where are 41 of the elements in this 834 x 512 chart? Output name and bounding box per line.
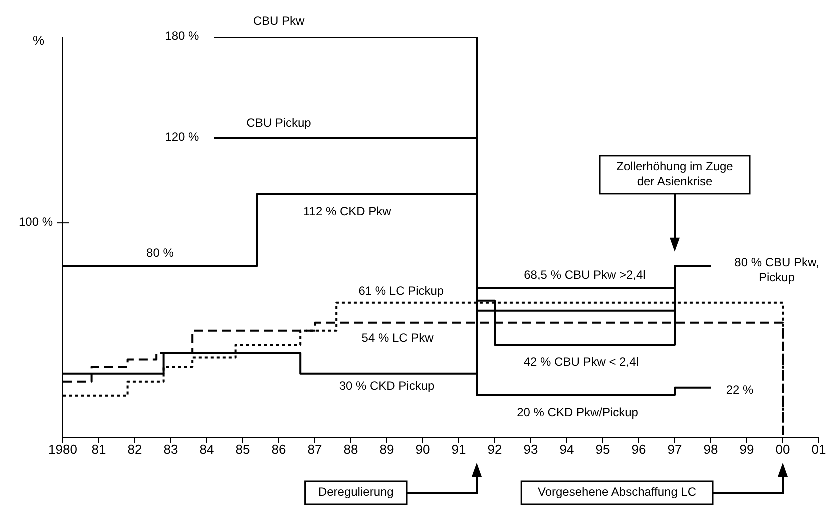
y-axis-title: % [33, 33, 45, 48]
x-tick-label: 87 [308, 442, 322, 458]
x-tick-label: 91 [452, 442, 466, 458]
annotation: 42 % CBU Pkw < 2,4l [524, 355, 639, 370]
x-tick-label: 1980 [48, 442, 78, 458]
x-tick-label: 86 [272, 442, 286, 458]
annotation: 80 % CBU Pkw, Pickup [734, 256, 820, 285]
x-tick-label: 90 [416, 442, 430, 458]
x-tick-label: 82 [128, 442, 142, 458]
x-tick-label: 81 [92, 442, 106, 458]
annotation: 30 % CKD Pickup [339, 379, 436, 394]
annotation: 180 % [165, 29, 200, 44]
annotation: Zollerhöhung im Zuge der Asienkrise [616, 160, 734, 189]
x-tick-label: 00 [776, 442, 790, 458]
x-tick-label: 97 [668, 442, 682, 458]
annotation: 20 % CKD Pkw/Pickup [517, 405, 639, 420]
annotation: 22 % [726, 383, 754, 398]
x-tick-label: 83 [164, 442, 178, 458]
x-tick-label: 01 [812, 442, 826, 458]
annotation: 68,5 % CBU Pkw >2,4l [524, 268, 646, 282]
annotation: CBU Pkw [253, 14, 305, 28]
annotation: 80 % [146, 246, 174, 260]
annotation: 61 % LC Pickup [358, 284, 444, 298]
annotation: 112 % CKD Pkw [303, 204, 392, 218]
x-tick-label: 88 [344, 442, 358, 458]
x-tick-label: 92 [488, 442, 502, 458]
x-tick-label: 99 [740, 442, 754, 458]
x-tick-label: 94 [560, 442, 574, 458]
text: 100 % [18, 215, 54, 230]
x-tick-label: 93 [524, 442, 538, 458]
x-tick-label: 96 [632, 442, 646, 458]
text: Vorgesehene Abschaffung LC [538, 485, 697, 500]
annotation: CBU Pickup [246, 116, 312, 130]
annotation: 120 % [165, 130, 200, 144]
x-tick-label: 89 [380, 442, 394, 458]
annotation: 54 % LC Pkw [362, 331, 434, 346]
x-tick-label: 98 [704, 442, 718, 458]
x-tick-label: 84 [200, 442, 214, 458]
x-tick-label: 85 [236, 442, 250, 458]
text: Deregulierung [318, 485, 394, 500]
x-tick-label: 95 [596, 442, 610, 458]
